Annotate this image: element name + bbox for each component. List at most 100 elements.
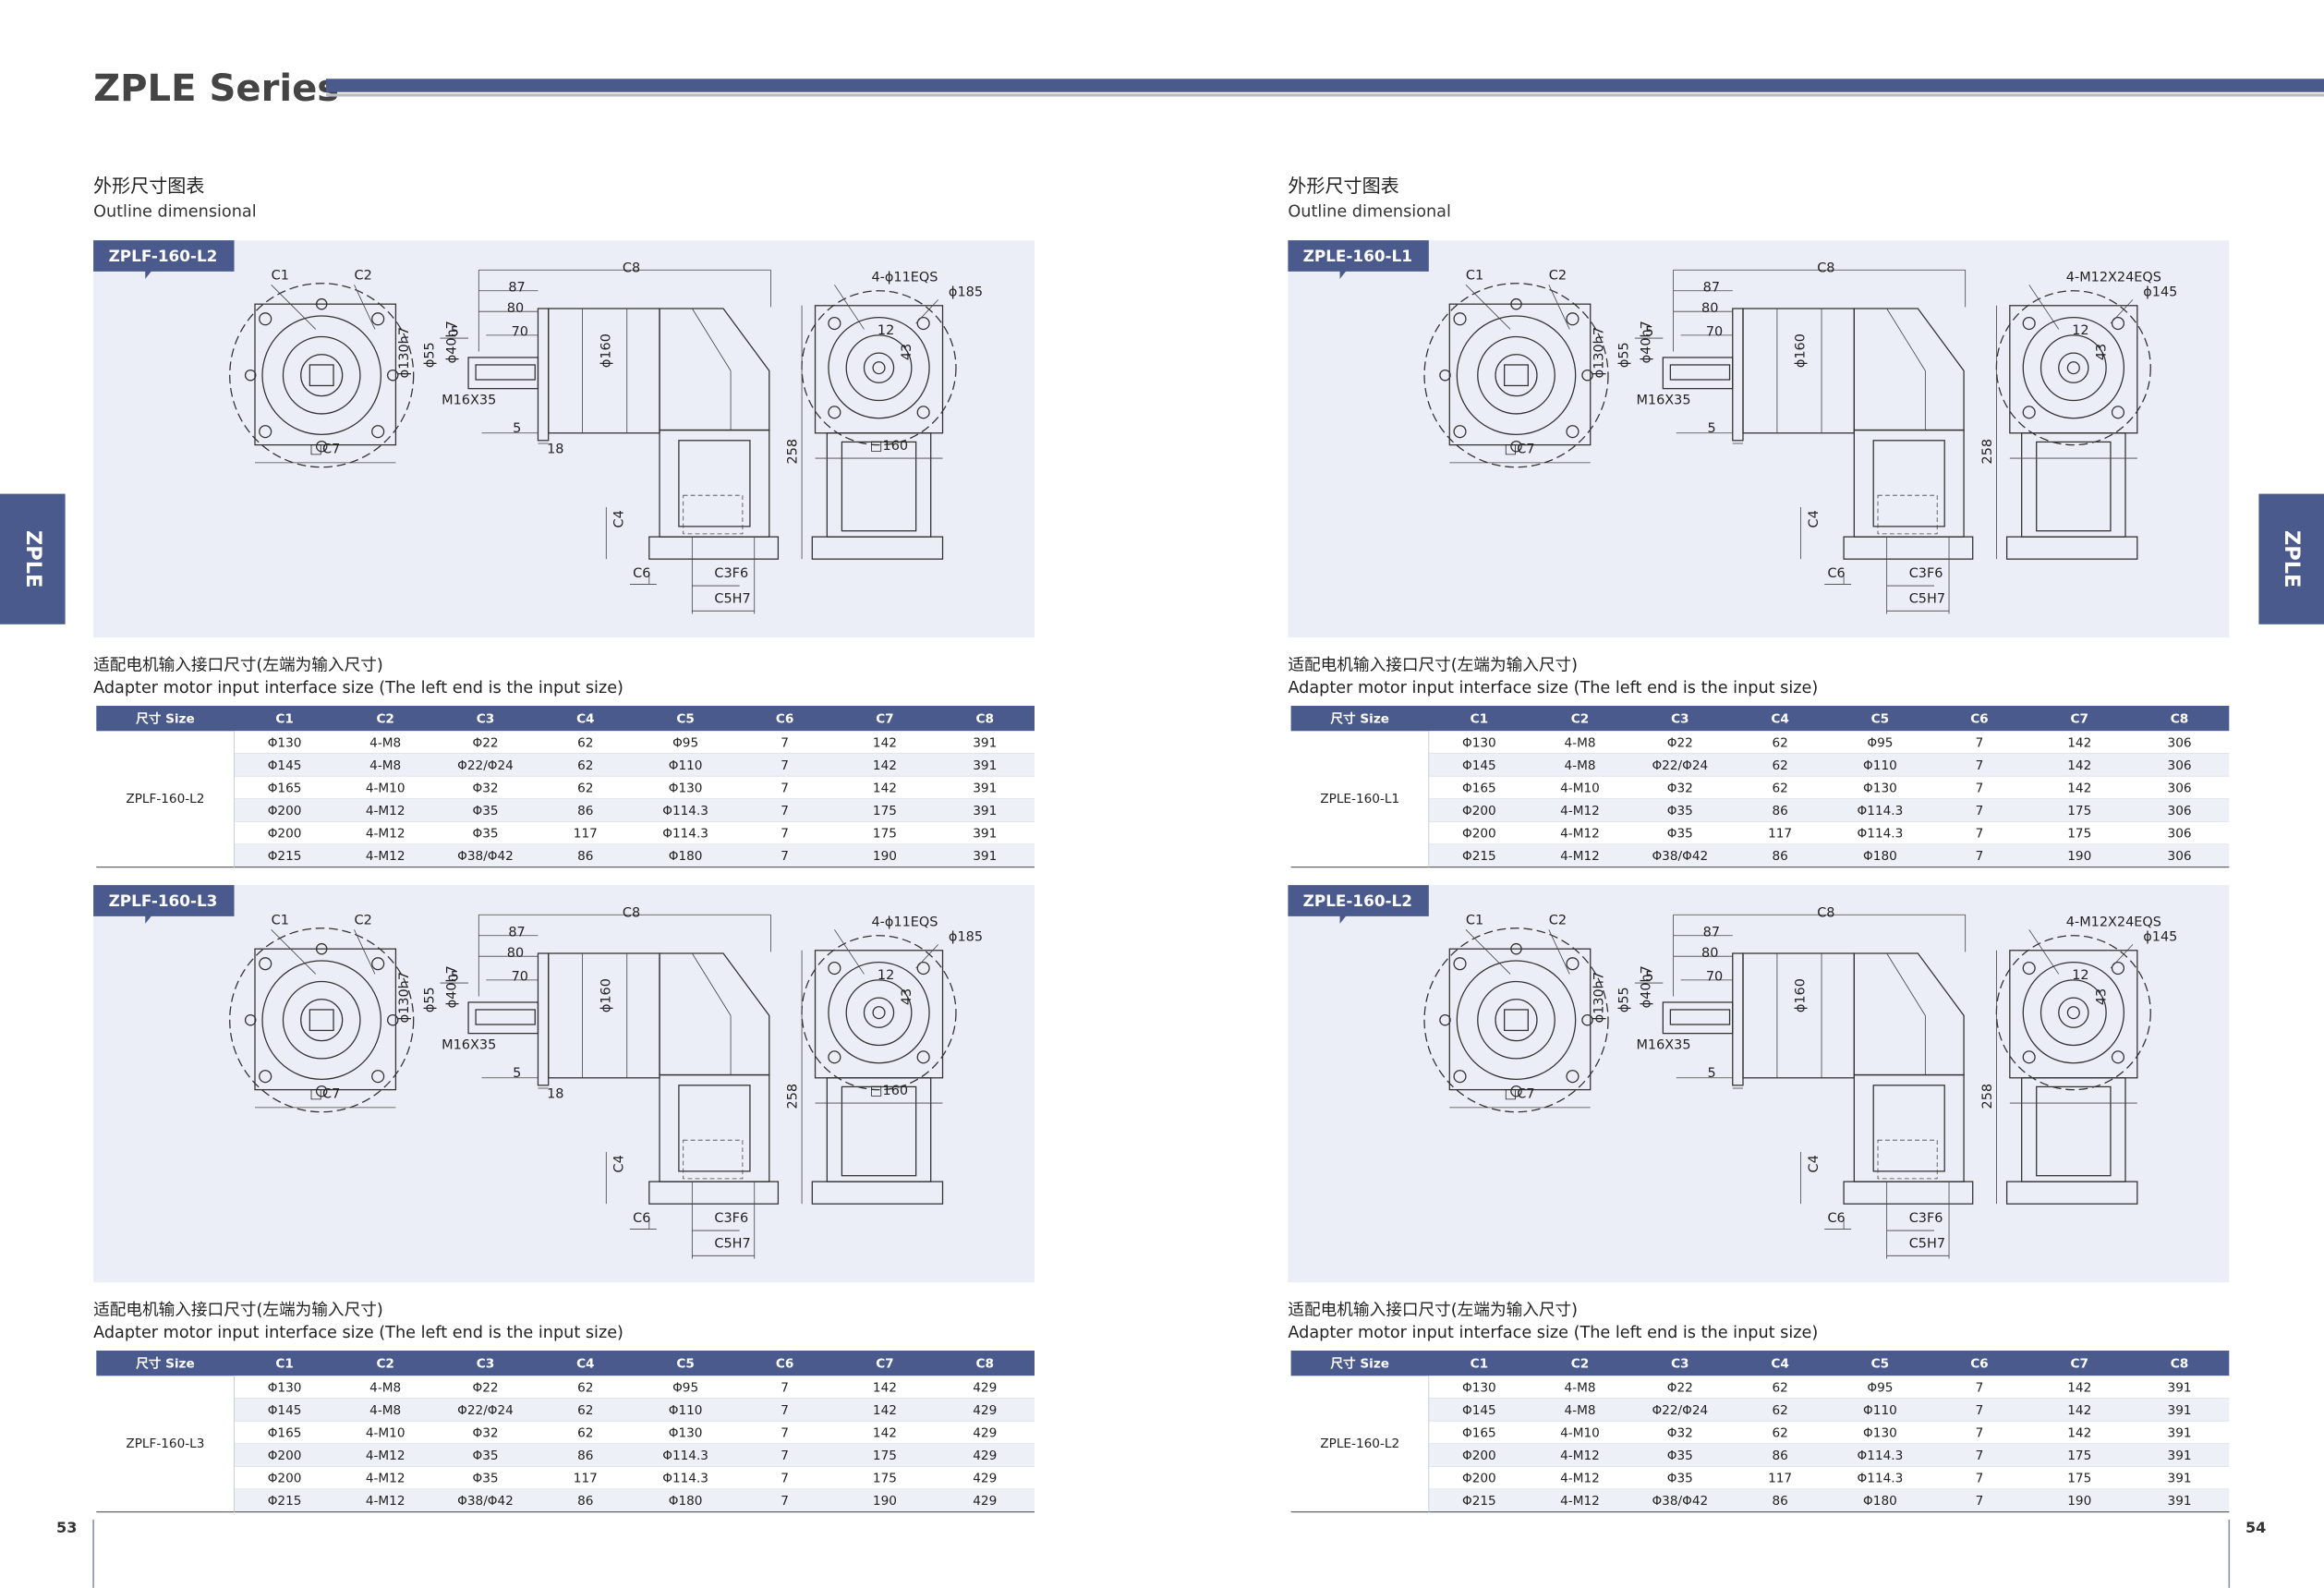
- dimension-label: ϕ145: [2143, 285, 2177, 299]
- table-row-bg: [234, 798, 1035, 822]
- dimension-label: C5H7: [714, 1236, 750, 1251]
- table-cell: Φ32: [1667, 1425, 1693, 1440]
- table-cell: 62: [1772, 758, 1787, 773]
- dimension-label: M16X35: [442, 1037, 496, 1052]
- dimension-label: 87: [1703, 926, 1720, 940]
- table-cell: 391: [973, 804, 997, 818]
- drawing-line: [834, 929, 865, 975]
- dimension-label: C8: [1817, 906, 1834, 921]
- table-header-bg: [96, 706, 1035, 732]
- drawing-line: [1465, 285, 1511, 330]
- table-cell: 306: [2168, 781, 2192, 795]
- dimension-label: □C7: [1505, 442, 1535, 456]
- page-number: 53: [56, 1519, 77, 1536]
- caption-en: Adapter motor input interface size (The …: [1288, 679, 1818, 697]
- table-cell: Φ22/Φ24: [457, 1403, 514, 1418]
- drawing-part: [1669, 364, 1731, 381]
- dimension-label: 43: [900, 344, 914, 360]
- dimension-label: 5: [1645, 325, 1653, 340]
- table-cell: 7: [781, 827, 789, 842]
- drawing-circle: [315, 942, 328, 955]
- table-header-cell: C2: [376, 711, 393, 726]
- dimension-label: 5: [451, 970, 459, 985]
- table-cell: 7: [1976, 827, 1984, 842]
- table-cell: Φ95: [672, 735, 698, 750]
- table-cell: 86: [1772, 1449, 1787, 1463]
- table-header-cell: C1: [275, 1356, 293, 1371]
- dimension-label: ϕ160: [599, 978, 613, 1012]
- table-cell: Φ35: [1667, 1472, 1693, 1486]
- dimension-label: 5: [513, 1066, 521, 1081]
- drawing-line: [915, 299, 938, 324]
- dimension-label: ϕ55: [422, 987, 437, 1012]
- table-row-bg: [234, 753, 1035, 777]
- table-cell: Φ130: [1863, 781, 1897, 795]
- table-cell: Φ22: [472, 1380, 498, 1395]
- table-cell: 7: [1976, 1494, 1984, 1509]
- table-cell: Φ130: [1863, 1425, 1897, 1440]
- drawing-circle: [916, 1050, 930, 1064]
- diagram-panel: [93, 885, 1035, 1283]
- table-cell: 391: [2168, 1425, 2192, 1440]
- dimension-label: M16X35: [1636, 393, 1690, 407]
- drawing-circle: [1477, 335, 1555, 415]
- table-cell: Φ95: [1867, 735, 1893, 750]
- drawing-part: [659, 952, 770, 1076]
- table-cell: Φ165: [1462, 781, 1496, 795]
- table-cell: 429: [973, 1380, 997, 1395]
- drawing-line: [692, 952, 732, 1016]
- drawing-circle: [872, 361, 886, 375]
- dimension-label: 70: [1706, 325, 1723, 340]
- table-cell: 7: [781, 735, 789, 750]
- table-cell: 4-M12: [1560, 849, 1600, 864]
- dimension-label: 80: [1701, 301, 1718, 316]
- table-cell: 391: [2168, 1403, 2192, 1418]
- table-cell: 7: [1976, 1425, 1984, 1440]
- table-cell: 190: [873, 849, 897, 864]
- table-cell: 7: [781, 1494, 789, 1509]
- drawing-circle: [2111, 406, 2125, 419]
- table-cell: Φ114.3: [1858, 804, 1904, 818]
- drawing-circle: [2066, 361, 2080, 375]
- dimension-label: 258: [1980, 439, 1995, 465]
- table-cell: 7: [1976, 1449, 1984, 1463]
- drawing-circle: [261, 315, 382, 436]
- table-cell: Φ165: [268, 781, 302, 795]
- drawing-part: [648, 1181, 780, 1205]
- table-header-cell: C5: [676, 1356, 694, 1371]
- dimension-label: ϕ40h7: [444, 965, 459, 1008]
- drawing-circle: [828, 961, 930, 1064]
- table-cell: 4-M12: [1560, 1494, 1600, 1509]
- drawing-part: [1853, 952, 1965, 1076]
- table-cell: Φ215: [1462, 1494, 1496, 1509]
- table-header-cell: C1: [1471, 711, 1488, 726]
- drawing-circle: [2111, 961, 2125, 976]
- table-header-cell: C6: [776, 1356, 793, 1371]
- drawing-circle: [1510, 440, 1522, 453]
- table-row-bg: [234, 731, 1035, 754]
- drawing-circle: [315, 440, 328, 453]
- table-cell: 86: [577, 849, 593, 864]
- dimension-label: 258: [785, 439, 800, 465]
- table-cell: 117: [1768, 1472, 1792, 1486]
- table-cell: Φ114.3: [662, 827, 708, 842]
- table-cell: 86: [577, 1494, 593, 1509]
- table-row-bg: [234, 1489, 1035, 1512]
- table-cell: Φ180: [1863, 1494, 1897, 1509]
- dimension-label: 4-M12X24EQS: [2066, 915, 2161, 929]
- drawing-circle: [1566, 425, 1580, 439]
- table-cell: 4-M12: [1560, 827, 1600, 842]
- table-cell: 190: [873, 1494, 897, 1509]
- table-cell: 7: [1976, 1403, 1984, 1418]
- table-cell: Φ22/Φ24: [1652, 1403, 1708, 1418]
- drawing-circle: [259, 425, 272, 439]
- table-cell: 62: [577, 735, 593, 750]
- drawing-part: [1843, 536, 1974, 560]
- drawing-circle: [1566, 957, 1580, 971]
- table-cell: 306: [2168, 827, 2192, 842]
- table-cell: 86: [1772, 804, 1787, 818]
- dimension-label: ϕ40h7: [444, 321, 459, 363]
- table-cell: 175: [2067, 1472, 2091, 1486]
- table-cell: 4-M12: [366, 1472, 405, 1486]
- table-cell: 117: [574, 827, 598, 842]
